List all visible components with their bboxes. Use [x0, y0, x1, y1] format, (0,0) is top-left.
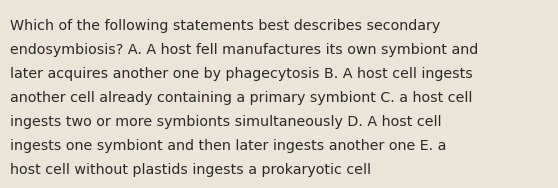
Text: endosymbiosis? A. A host fell manufactures its own symbiont and: endosymbiosis? A. A host fell manufactur…	[10, 43, 478, 57]
Text: another cell already containing a primary symbiont C. a host cell: another cell already containing a primar…	[10, 91, 473, 105]
Text: ingests one symbiont and then later ingests another one E. a: ingests one symbiont and then later inge…	[10, 139, 446, 153]
Text: later acquires another one by phagecytosis B. A host cell ingests: later acquires another one by phagecytos…	[10, 67, 473, 81]
Text: ingests two or more symbionts simultaneously D. A host cell: ingests two or more symbionts simultaneo…	[10, 115, 441, 129]
Text: Which of the following statements best describes secondary: Which of the following statements best d…	[10, 19, 440, 33]
Text: host cell without plastids ingests a prokaryotic cell: host cell without plastids ingests a pro…	[10, 163, 371, 177]
